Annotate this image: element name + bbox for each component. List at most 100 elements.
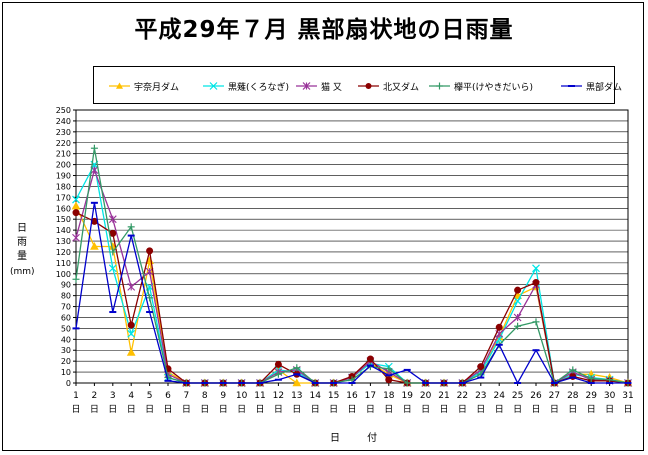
data-point xyxy=(108,264,117,273)
data-point xyxy=(569,366,577,374)
data-point xyxy=(274,360,282,368)
x-tick-label: 4 xyxy=(128,391,134,401)
legend-swatch xyxy=(296,82,317,90)
y-tick-label: 70 xyxy=(61,303,71,312)
data-point xyxy=(532,318,540,326)
x-tick-suffix: 日 xyxy=(513,404,522,415)
x-tick-label: 15 xyxy=(328,391,339,401)
y-tick-label: 90 xyxy=(61,281,71,290)
data-point xyxy=(385,376,393,384)
x-tick-suffix: 日 xyxy=(292,404,301,415)
x-tick-label: 12 xyxy=(273,391,284,401)
x-tick-label: 27 xyxy=(549,391,560,401)
x-tick-label: 10 xyxy=(236,391,248,401)
data-point xyxy=(127,329,136,338)
data-point xyxy=(146,247,154,255)
data-point xyxy=(514,322,522,330)
data-point xyxy=(109,248,117,256)
x-tick-suffix: 日 xyxy=(274,404,283,415)
x-tick-suffix: 日 xyxy=(329,404,338,415)
data-point xyxy=(532,264,540,273)
y-tick-label: 10 xyxy=(61,368,71,377)
x-tick-label: 16 xyxy=(346,391,358,401)
y-tick-label: 0 xyxy=(66,379,71,388)
x-tick-suffix: 日 xyxy=(219,404,228,415)
legend-label: 黒薙(くろなぎ) xyxy=(228,83,290,93)
x-tick-suffix: 日 xyxy=(237,404,246,415)
y-tick-label: 130 xyxy=(56,237,71,246)
x-tick-suffix: 日 xyxy=(587,404,596,415)
y-tick-label: 40 xyxy=(61,335,71,344)
legend-swatch xyxy=(561,85,582,87)
data-point xyxy=(127,223,135,231)
x-tick-label: 29 xyxy=(585,391,597,401)
x-tick-label: 3 xyxy=(110,391,116,401)
data-point xyxy=(72,195,80,204)
chart-title: 平成29年７月 黒部扇状地の日雨量 xyxy=(134,17,514,43)
x-tick-label: 22 xyxy=(457,391,468,401)
y-tick-label: 230 xyxy=(56,128,71,137)
data-point xyxy=(72,209,80,217)
data-point xyxy=(532,279,540,287)
x-tick-label: 23 xyxy=(475,391,486,401)
legend-swatch xyxy=(429,82,450,90)
x-tick-label: 18 xyxy=(383,391,395,401)
data-point xyxy=(403,379,411,387)
x-tick-label: 9 xyxy=(220,391,226,401)
x-tick-suffix: 日 xyxy=(255,404,264,415)
legend-swatch xyxy=(203,82,224,90)
y-tick-label: 30 xyxy=(61,346,71,355)
y-tick-label: 200 xyxy=(56,161,71,170)
data-point xyxy=(108,215,117,224)
x-tick-suffix: 日 xyxy=(200,404,209,415)
x-tick-label: 31 xyxy=(622,391,633,401)
x-tick-label: 1 xyxy=(73,391,79,401)
y-tick-label: 240 xyxy=(56,117,71,126)
data-point xyxy=(109,229,117,237)
data-point xyxy=(366,355,374,363)
x-tick-suffix: 日 xyxy=(163,404,172,415)
x-tick-suffix: 日 xyxy=(403,404,412,415)
y-tick-label: 110 xyxy=(56,259,71,268)
x-tick-suffix: 日 xyxy=(127,404,136,415)
data-point xyxy=(146,294,154,302)
legend-label: 宇奈月ダム xyxy=(134,83,180,93)
x-tick-label: 19 xyxy=(401,391,413,401)
data-point xyxy=(514,286,522,294)
data-point xyxy=(127,283,136,291)
x-tick-suffix: 日 xyxy=(384,404,393,415)
x-tick-label: 26 xyxy=(530,391,542,401)
x-tick-label: 11 xyxy=(254,391,265,401)
x-tick-label: 14 xyxy=(309,391,321,401)
y-tick-label: 180 xyxy=(56,182,71,191)
y-tick-label: 80 xyxy=(61,292,71,301)
data-point xyxy=(126,347,136,356)
y-tick-label: 160 xyxy=(56,204,71,213)
data-point xyxy=(274,370,282,378)
data-point xyxy=(71,201,81,210)
x-tick-label: 28 xyxy=(567,391,579,401)
x-tick-suffix: 日 xyxy=(108,404,117,415)
x-tick-suffix: 日 xyxy=(568,404,577,415)
y-tick-label: 140 xyxy=(56,226,71,235)
data-point xyxy=(90,241,99,250)
plot-area xyxy=(75,109,629,384)
x-tick-label: 17 xyxy=(365,391,376,401)
x-tick-suffix: 日 xyxy=(90,404,99,415)
data-point xyxy=(72,275,80,283)
x-tick-suffix: 日 xyxy=(623,404,632,415)
x-tick-suffix: 日 xyxy=(421,404,430,415)
data-point xyxy=(385,365,393,373)
legend-label: 猫 又 xyxy=(321,83,342,93)
y-tick-label: 220 xyxy=(56,139,71,148)
x-tick-label: 25 xyxy=(512,391,523,401)
legend-swatch xyxy=(358,83,379,89)
y-tick-label: 170 xyxy=(56,193,71,202)
y-tick-label: 60 xyxy=(61,313,71,322)
y-axis-label: 日雨量 xyxy=(17,223,27,262)
x-tick-label: 20 xyxy=(420,391,432,401)
y-tick-label: 190 xyxy=(56,172,71,181)
data-point xyxy=(292,378,302,387)
y-tick-label: 210 xyxy=(56,150,71,159)
x-tick-suffix: 日 xyxy=(182,404,191,415)
